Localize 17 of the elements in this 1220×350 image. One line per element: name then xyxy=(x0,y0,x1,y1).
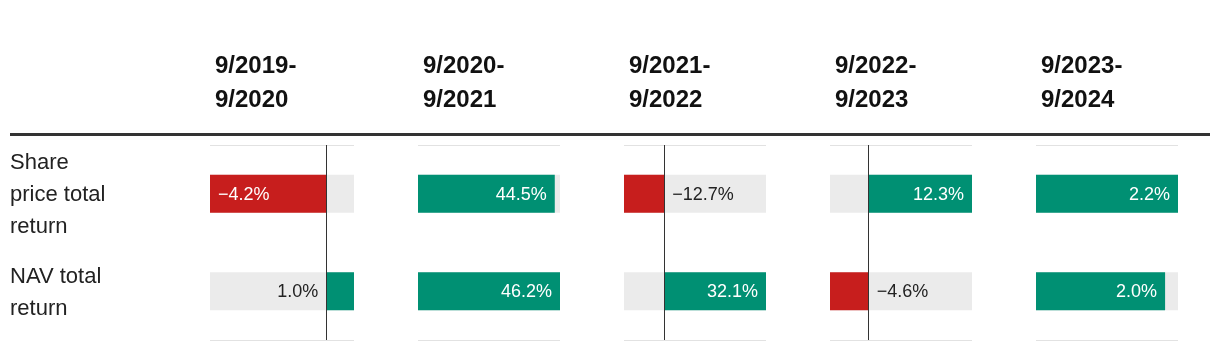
data-label: −12.7% xyxy=(672,183,734,204)
y-tick-label: NAV total return xyxy=(10,262,108,320)
chart-title: 9/2020-9/2021 xyxy=(423,50,505,112)
data-label: 32.1% xyxy=(706,281,758,302)
chart-title: 9/2019-9/2020 xyxy=(215,50,297,112)
chart-title: 9/2023-9/2024 xyxy=(1041,50,1123,112)
chart-title: 9/2021-9/2022 xyxy=(629,50,711,112)
data-label: −4.6% xyxy=(876,281,929,302)
y-tick-label: Share price total return xyxy=(10,149,112,239)
chart-title: 9/2022-9/2023 xyxy=(835,50,917,112)
data-label: 2.2% xyxy=(1128,183,1170,204)
data-label: 1.0% xyxy=(277,281,319,302)
data-label: −4.2% xyxy=(218,183,270,204)
data-label: 44.5% xyxy=(495,183,547,204)
data-label: 46.2% xyxy=(500,281,552,302)
data-label: 2.0% xyxy=(1116,281,1158,302)
data-label: 12.3% xyxy=(912,183,964,204)
